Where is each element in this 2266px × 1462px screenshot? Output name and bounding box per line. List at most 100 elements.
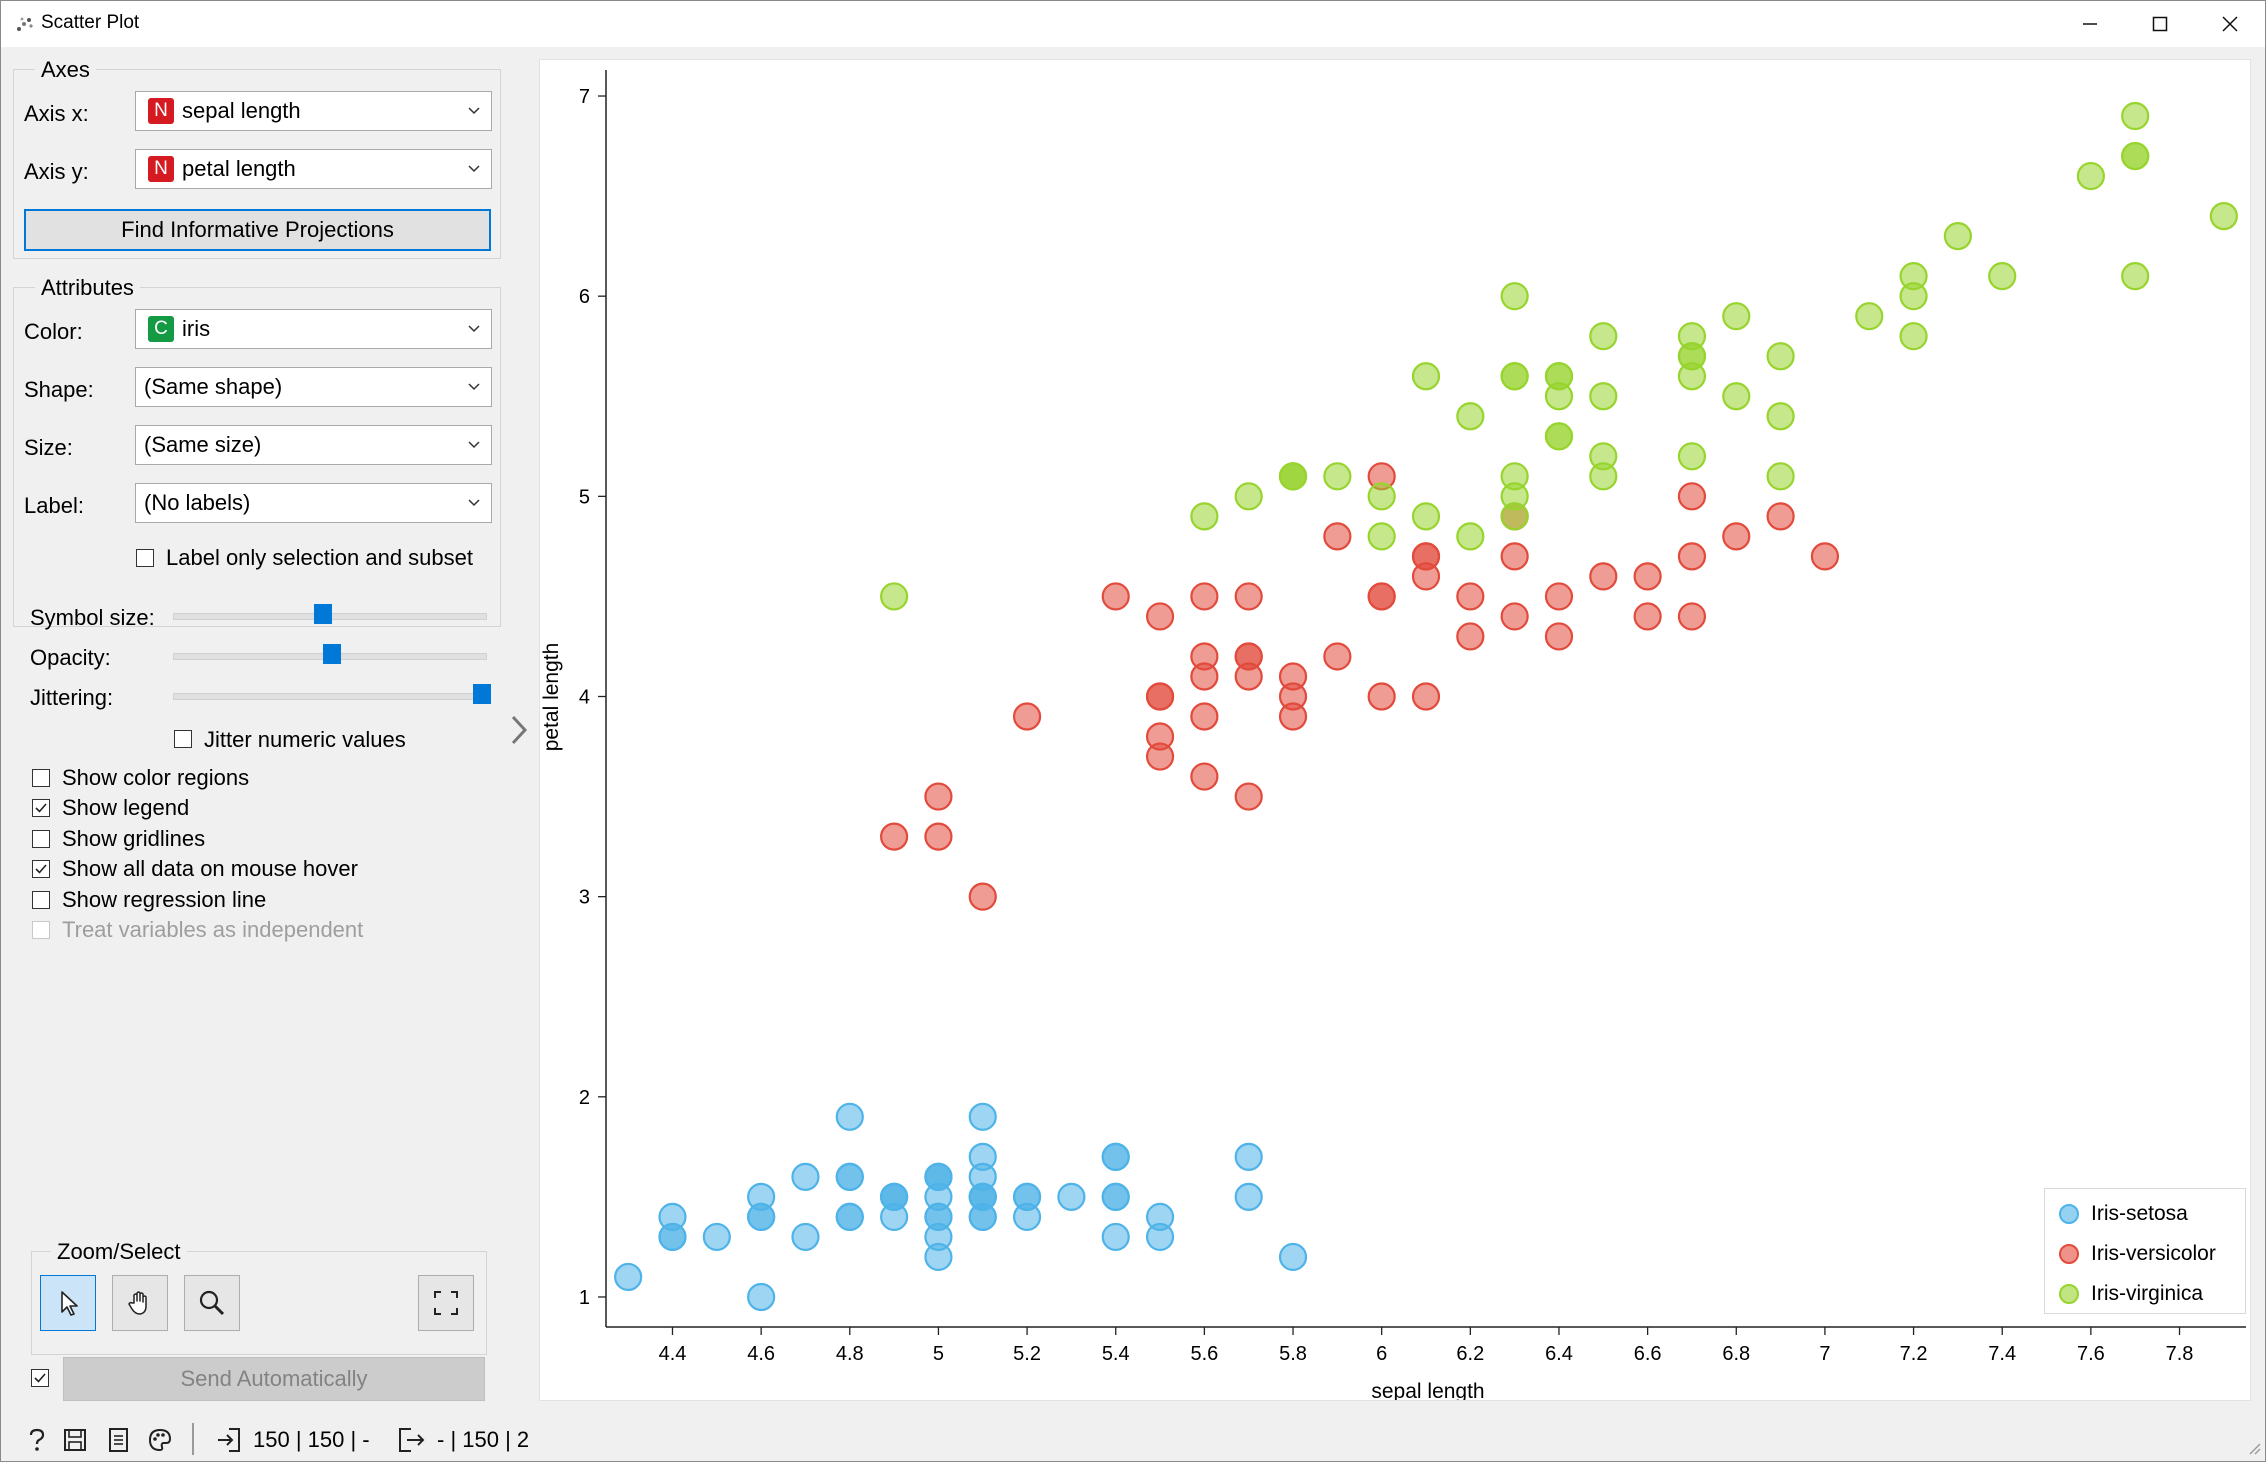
report-icon[interactable] bbox=[107, 1427, 131, 1453]
data-point[interactable] bbox=[968, 1102, 997, 1131]
data-point[interactable] bbox=[1145, 602, 1175, 631]
axis-x-combo[interactable]: N sepal length bbox=[135, 91, 492, 131]
data-point[interactable] bbox=[1411, 682, 1441, 711]
data-point[interactable] bbox=[1544, 422, 1574, 451]
data-point[interactable] bbox=[1988, 262, 2017, 291]
data-point[interactable] bbox=[835, 1202, 864, 1232]
data-point[interactable] bbox=[1456, 622, 1485, 651]
data-point[interactable] bbox=[1722, 522, 1751, 551]
data-point[interactable] bbox=[1323, 642, 1352, 671]
option-checkbox[interactable] bbox=[32, 799, 50, 818]
data-point[interactable] bbox=[968, 882, 997, 911]
scatter-plot-canvas[interactable]: 4.4 4.6 4.8 5 5.2 5.4 5.6 5.8 6 6.2 6.4 6.6 6.8 7 7.2 7… bbox=[539, 59, 2251, 1401]
data-point[interactable] bbox=[1367, 582, 1396, 611]
data-point[interactable] bbox=[1012, 702, 1042, 731]
data-point[interactable] bbox=[1145, 1222, 1175, 1252]
data-point[interactable] bbox=[1278, 462, 1308, 491]
data-point[interactable] bbox=[1190, 642, 1219, 671]
data-point[interactable] bbox=[1234, 782, 1263, 811]
data-point[interactable] bbox=[1899, 282, 1928, 311]
data-point[interactable] bbox=[1500, 482, 1529, 511]
data-point[interactable] bbox=[1633, 562, 1662, 591]
data-point[interactable] bbox=[924, 782, 953, 811]
jittering-slider[interactable] bbox=[173, 693, 487, 700]
label-combo[interactable]: (No labels) bbox=[135, 483, 492, 523]
data-point[interactable] bbox=[1766, 462, 1795, 491]
data-point[interactable] bbox=[1943, 222, 1972, 251]
palette-icon[interactable] bbox=[147, 1427, 173, 1453]
opacity-handle[interactable] bbox=[323, 644, 341, 664]
axis-y-combo[interactable]: N petal length bbox=[135, 149, 492, 189]
shape-combo[interactable]: (Same shape) bbox=[135, 367, 492, 407]
option-checkbox[interactable] bbox=[32, 769, 50, 787]
data-point[interactable] bbox=[1766, 402, 1795, 431]
data-point[interactable] bbox=[1101, 1182, 1130, 1211]
data-point[interactable] bbox=[880, 582, 909, 611]
symbol-size-handle[interactable] bbox=[314, 604, 332, 624]
data-point[interactable] bbox=[1500, 362, 1529, 391]
data-point[interactable] bbox=[1278, 682, 1308, 711]
data-point[interactable] bbox=[1544, 382, 1574, 411]
option-checkbox[interactable] bbox=[32, 829, 50, 848]
data-point[interactable] bbox=[1234, 1142, 1263, 1171]
data-point[interactable] bbox=[1589, 382, 1618, 411]
data-point[interactable] bbox=[1411, 562, 1441, 591]
data-point[interactable] bbox=[747, 1282, 776, 1312]
data-point[interactable] bbox=[1367, 482, 1396, 511]
data-point[interactable] bbox=[1677, 342, 1707, 371]
data-point[interactable] bbox=[1278, 1242, 1308, 1272]
data-point[interactable] bbox=[2076, 161, 2105, 191]
data-point[interactable] bbox=[1722, 302, 1751, 331]
select-tool-button[interactable] bbox=[40, 1275, 96, 1331]
legend[interactable]: Iris-setosa Iris-versicolor Iris-virginica bbox=[2044, 1188, 2246, 1314]
data-point[interactable] bbox=[1633, 602, 1662, 631]
minimize-button[interactable] bbox=[2055, 1, 2125, 47]
data-point[interactable] bbox=[1589, 562, 1618, 591]
chevron-right-icon[interactable] bbox=[507, 713, 531, 747]
data-point[interactable] bbox=[1101, 1222, 1130, 1252]
data-point[interactable] bbox=[835, 1162, 864, 1191]
legend-item[interactable]: Iris-versicolor bbox=[2059, 1239, 2216, 1269]
data-point[interactable] bbox=[1589, 442, 1618, 471]
data-point[interactable] bbox=[747, 1202, 776, 1232]
maximize-button[interactable] bbox=[2125, 1, 2195, 47]
data-point[interactable] bbox=[791, 1162, 820, 1191]
data-point[interactable] bbox=[1057, 1182, 1086, 1211]
legend-item[interactable]: Iris-setosa bbox=[2059, 1199, 2188, 1229]
data-point[interactable] bbox=[1500, 542, 1529, 571]
data-point[interactable] bbox=[1677, 442, 1707, 471]
data-point[interactable] bbox=[924, 1202, 953, 1232]
close-button[interactable] bbox=[2195, 1, 2265, 47]
zoom-tool-button[interactable] bbox=[184, 1275, 240, 1331]
option-checkbox[interactable] bbox=[32, 860, 50, 879]
data-point[interactable] bbox=[658, 1222, 687, 1252]
find-informative-projections-button[interactable]: Find Informative Projections bbox=[24, 209, 491, 251]
data-point[interactable] bbox=[1677, 482, 1707, 511]
pan-tool-button[interactable] bbox=[112, 1275, 168, 1331]
data-point[interactable] bbox=[1234, 1182, 1263, 1211]
send-automatically-checkbox[interactable] bbox=[31, 1369, 49, 1387]
data-point[interactable] bbox=[1190, 702, 1219, 731]
data-point[interactable] bbox=[1145, 742, 1175, 771]
data-point[interactable] bbox=[968, 1162, 997, 1191]
data-point[interactable] bbox=[2209, 202, 2238, 231]
resize-grip-icon[interactable] bbox=[2245, 1439, 2261, 1455]
send-automatically-button[interactable]: Send Automatically bbox=[63, 1357, 485, 1401]
scatter-chart[interactable]: 4.4 4.6 4.8 5 5.2 5.4 5.6 5.8 6 6.2 6.4 6.6 6.8 7 7.2 7… bbox=[540, 60, 2250, 1400]
data-point[interactable] bbox=[1190, 762, 1219, 791]
data-point[interactable] bbox=[1190, 502, 1219, 531]
data-point[interactable] bbox=[791, 1222, 820, 1252]
data-point[interactable] bbox=[1500, 282, 1529, 311]
data-point[interactable] bbox=[1456, 522, 1485, 551]
data-point[interactable] bbox=[1677, 602, 1707, 631]
data-point[interactable] bbox=[880, 822, 909, 851]
data-point[interactable] bbox=[1101, 582, 1130, 611]
data-point[interactable] bbox=[614, 1262, 643, 1292]
data-point[interactable] bbox=[1411, 362, 1441, 391]
data-point[interactable] bbox=[1677, 542, 1707, 571]
reset-zoom-button[interactable] bbox=[418, 1275, 474, 1331]
data-point[interactable] bbox=[1722, 382, 1751, 411]
data-point[interactable] bbox=[880, 1182, 909, 1211]
label-only-selection-checkbox[interactable] bbox=[136, 549, 154, 567]
data-point[interactable] bbox=[835, 1102, 864, 1131]
